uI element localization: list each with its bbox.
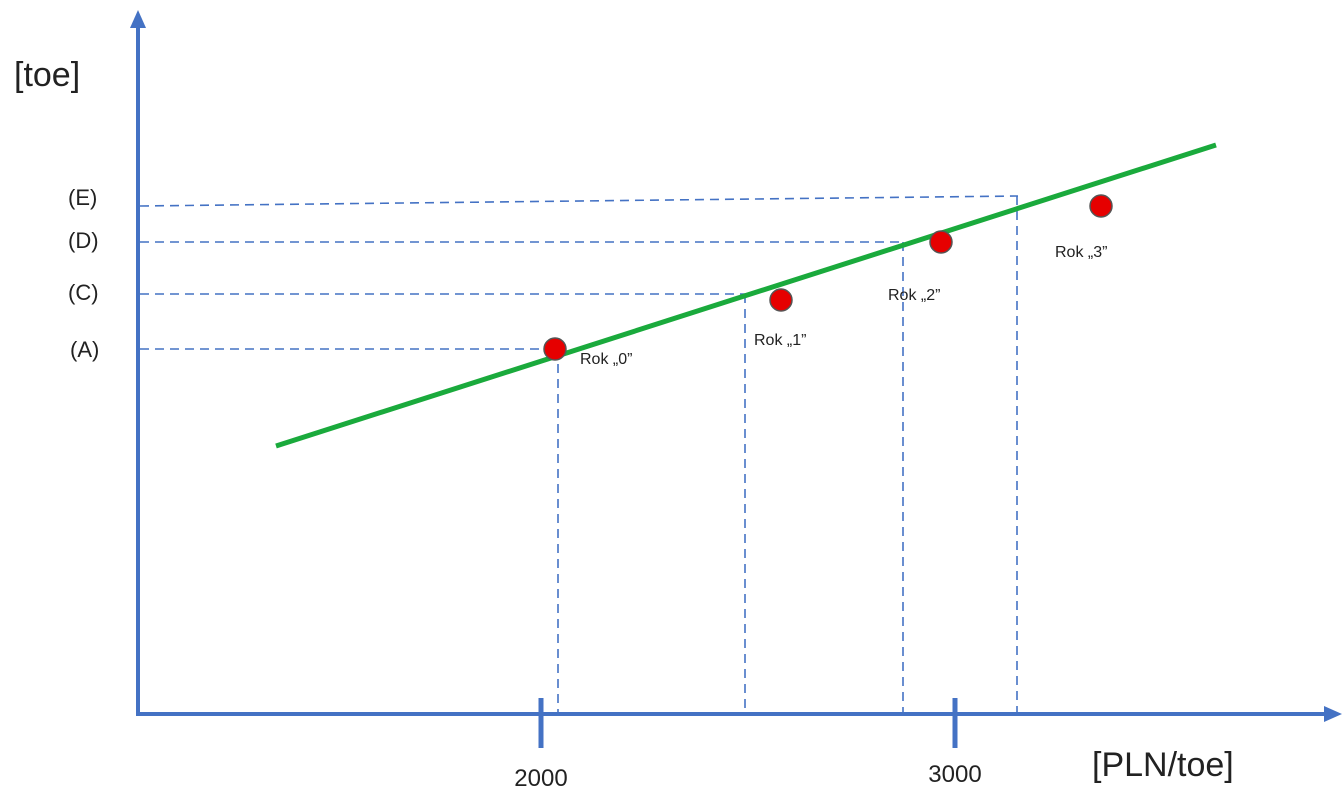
point-label-rok-1: Rok „1” <box>754 332 806 349</box>
x-tick-label-3000: 3000 <box>928 761 981 788</box>
x-tick-label-2000: 2000 <box>514 765 567 792</box>
point-rok-1 <box>769 288 793 312</box>
axes <box>130 10 1342 748</box>
point-label-rok-2: Rok „2” <box>888 287 940 304</box>
trend-line <box>275 142 1217 449</box>
y-axis-arrow <box>130 10 146 28</box>
vertical-guide-lines <box>557 196 1018 712</box>
guide-e-horizontal <box>139 195 1019 207</box>
level-label-d: (D) <box>68 228 99 253</box>
level-label-c: (C) <box>68 280 99 305</box>
point-label-rok-0: Rok „0” <box>580 351 632 368</box>
x-axis-title: [PLN/toe] <box>1092 746 1234 784</box>
point-rok-2 <box>929 230 953 254</box>
point-label-rok-3: Rok „3” <box>1055 244 1107 261</box>
point-rok-3 <box>1089 194 1113 218</box>
point-rok-0 <box>543 337 567 361</box>
horizontal-guide-lines <box>139 195 1019 350</box>
data-points <box>543 194 1113 361</box>
x-axis-arrow <box>1324 706 1342 722</box>
y-axis-title: [toe] <box>14 56 80 94</box>
level-label-a: (A) <box>70 337 99 362</box>
level-label-e: (E) <box>68 185 97 210</box>
